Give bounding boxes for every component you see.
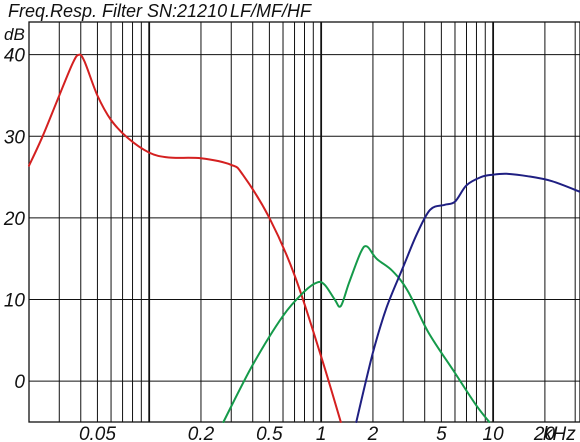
chart-title: Freq.Resp. Filter SN:21210 bbox=[8, 1, 227, 21]
y-tick-label: 40 bbox=[4, 46, 26, 67]
tick-labels: 40 30 20 10 0 0.05 0.2 0.5 1 2 5 10 20 bbox=[3, 46, 556, 442]
x-tick-label: 0.05 bbox=[79, 424, 116, 442]
y-axis-label: dB bbox=[4, 25, 25, 44]
x-tick-label: 0.2 bbox=[188, 424, 215, 442]
x-tick-label: 20 bbox=[533, 424, 556, 442]
x-tick-label: 0.5 bbox=[256, 424, 283, 442]
x-tick-label: 2 bbox=[367, 424, 379, 442]
x-tick-label: 1 bbox=[316, 424, 327, 442]
legend-mf: MF bbox=[256, 1, 283, 21]
legend-hf: HF bbox=[287, 1, 312, 21]
y-tick-label: 0 bbox=[14, 372, 25, 393]
x-tick-label: 10 bbox=[483, 424, 505, 442]
legend-separator: / bbox=[249, 1, 258, 21]
y-tick-label: 10 bbox=[4, 291, 26, 312]
series-line-hf bbox=[355, 172, 580, 423]
series-line-lf bbox=[28, 53, 342, 423]
series-lines bbox=[28, 53, 580, 423]
grid-lines bbox=[29, 22, 580, 422]
x-axis-unit-label: kHz bbox=[543, 424, 576, 442]
y-tick-label: 30 bbox=[4, 127, 26, 148]
series-line-mf bbox=[222, 245, 491, 423]
plot-frame bbox=[28, 21, 580, 423]
legend-separator: / bbox=[280, 1, 289, 21]
y-tick-label: 20 bbox=[3, 209, 26, 230]
legend-lf: LF bbox=[230, 1, 252, 21]
x-tick-label: 5 bbox=[436, 424, 447, 442]
chart-legend: LF/MF/HF bbox=[230, 1, 312, 21]
